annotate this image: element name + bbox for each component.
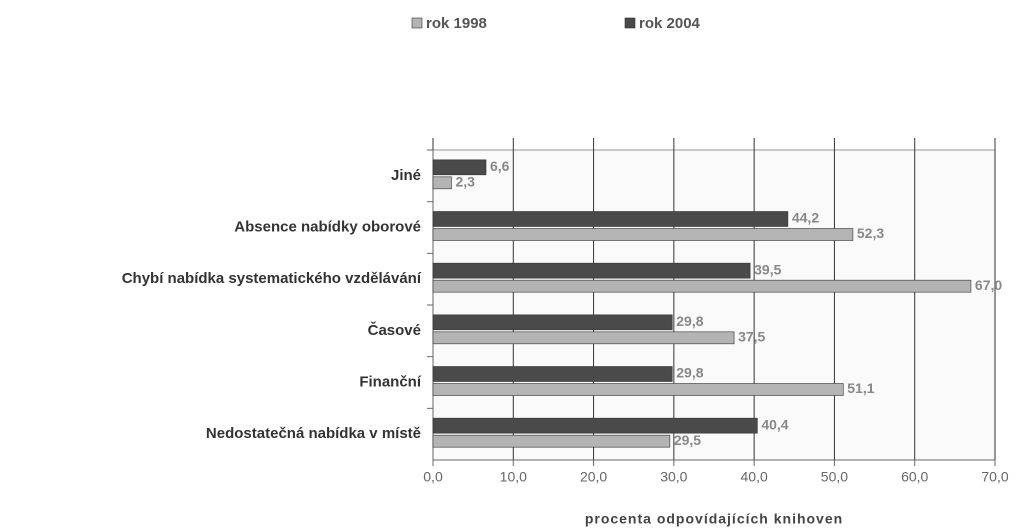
y-tick-label: Absence nabídky oborové (234, 218, 421, 235)
value-label: 2,3 (455, 174, 475, 190)
value-label: 52,3 (857, 225, 884, 241)
value-label: 29,5 (674, 432, 701, 448)
legend-label: rok 2004 (639, 15, 701, 32)
bar (432, 228, 854, 241)
bar (432, 211, 789, 227)
bar (432, 331, 735, 345)
value-label: 44,2 (792, 210, 819, 226)
bar (432, 159, 487, 176)
value-label: 40,4 (761, 416, 788, 432)
value-label: 29,8 (676, 365, 703, 381)
x-tick-label: 50,0 (821, 469, 848, 485)
y-tick-label: Finanční (359, 373, 422, 390)
bar (432, 434, 671, 448)
legend-swatch (624, 17, 636, 29)
bar (432, 262, 751, 279)
bar (432, 279, 972, 293)
y-tick-label: Časové (368, 321, 421, 339)
x-tick-label: 60,0 (901, 469, 928, 485)
x-tick-label: 40,0 (741, 469, 768, 485)
x-tick-label: 10,0 (500, 469, 527, 485)
value-label: 29,8 (676, 313, 703, 329)
bar (432, 314, 673, 331)
bar (432, 383, 844, 396)
bar (432, 417, 758, 434)
x-tick-label: 30,0 (660, 469, 687, 485)
x-tick-label: 20,0 (580, 469, 607, 485)
bar (432, 176, 452, 190)
x-tick-label: 0,0 (423, 469, 443, 485)
y-tick-label: Chybí nabídka systematického vzdělávání (122, 270, 422, 287)
value-label: 39,5 (754, 261, 781, 277)
value-label: 6,6 (490, 158, 510, 174)
y-tick-label: Jiné (391, 167, 421, 184)
y-tick-label: Nedostatečná nabídka v místě (206, 425, 421, 442)
plot-area (432, 149, 996, 461)
bar (432, 366, 673, 382)
legend-swatch (411, 17, 423, 29)
x-tick-label: 70,0 (981, 469, 1008, 485)
x-axis-label: procenta odpovídajících knihoven (585, 511, 843, 527)
value-label: 67,0 (975, 277, 1002, 293)
value-label: 51,1 (847, 380, 874, 396)
value-label: 37,5 (738, 329, 765, 345)
legend-label: rok 1998 (426, 15, 487, 32)
